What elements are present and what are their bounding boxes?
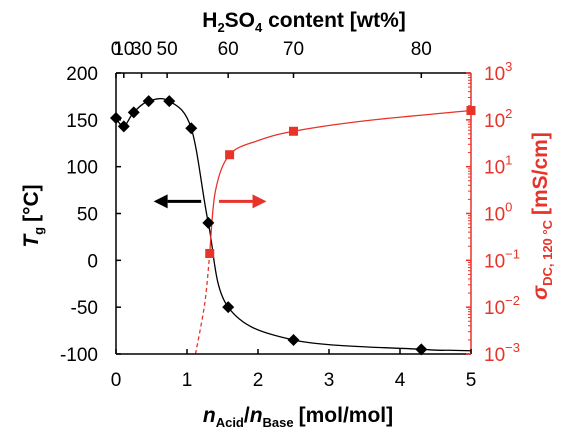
top-tick-label: 50 [157, 39, 178, 60]
x-tick-label: 3 [324, 370, 335, 391]
x-axis-title: nAcid/nBase [mol/mol] [203, 404, 393, 430]
y-right-tick-label: 101 [484, 153, 512, 179]
y-left-tick-label: 200 [66, 64, 98, 85]
x-tick-label: 2 [253, 370, 264, 391]
tg-point [110, 111, 122, 124]
tg-point [287, 333, 300, 346]
y-right-tick-label: 100 [484, 200, 512, 226]
x-tick-label: 5 [466, 370, 477, 391]
arrow-left-head [153, 194, 168, 209]
tg-point [222, 301, 235, 314]
conductivity-point [205, 248, 215, 258]
tg-point [127, 106, 140, 119]
top-tick-label: 10 [113, 39, 134, 60]
top-tick-label: 60 [218, 39, 239, 60]
y-right-axis-title: σDC, 120 °C[mS/cm] [529, 132, 555, 300]
conductivity-curve-dashed [194, 253, 211, 355]
marks-layer [110, 95, 476, 356]
tg-curve [115, 97, 472, 352]
tg-point [163, 95, 176, 108]
y-left-tick-label: 100 [66, 158, 98, 179]
x-tick-label: 0 [111, 370, 122, 391]
top-axis-title: H2SO4 content [wt%] [202, 9, 405, 35]
tg-point [142, 95, 155, 108]
arrow-right-head [252, 194, 267, 209]
y-left-tick-label: -100 [60, 345, 98, 366]
tg-point [185, 122, 198, 135]
top-tick-label: 0 [111, 39, 122, 60]
conductivity-curve [209, 109, 472, 254]
x-tick-label: 4 [395, 370, 406, 391]
conductivity-point [466, 106, 476, 116]
y-left-tick-label: 150 [66, 111, 98, 132]
tg-point [415, 343, 428, 356]
y-right-tick-label: 10−2 [484, 293, 520, 319]
axes-layer [115, 72, 472, 355]
y-left-tick-label: 50 [77, 205, 98, 226]
y-left-axis-title: Tg[°C] [20, 184, 46, 247]
top-tick-label: 30 [131, 39, 152, 60]
y-left-tick-label: 0 [87, 251, 98, 272]
top-tick-label: 70 [283, 39, 304, 60]
y-right-tick-label: 102 [484, 106, 512, 132]
top-tick-label: 80 [411, 39, 432, 60]
tg-point [202, 216, 215, 229]
y-left-tick-label: -50 [71, 298, 98, 319]
x-tick-label: 1 [182, 370, 193, 391]
tg-point [117, 120, 130, 133]
y-right-tick-label: 103 [484, 59, 512, 85]
curves-layer [115, 97, 472, 355]
y-right-tick-label: 10−1 [484, 246, 520, 272]
y-right-tick-label: 10−3 [484, 340, 520, 366]
conductivity-point [289, 126, 298, 136]
conductivity-point [225, 150, 235, 160]
